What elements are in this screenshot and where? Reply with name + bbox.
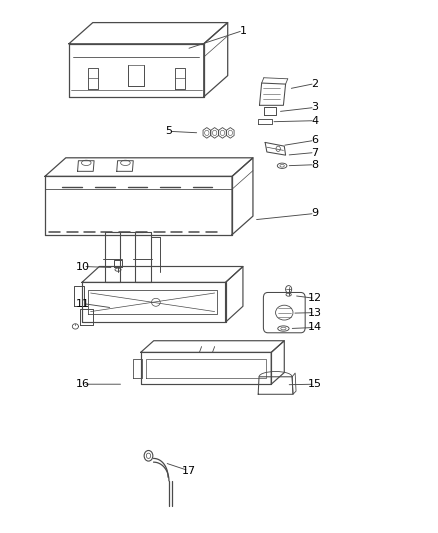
Text: 13: 13 [308,308,322,318]
Text: 15: 15 [308,379,322,389]
Text: 14: 14 [307,322,322,333]
Text: 17: 17 [181,466,196,475]
Text: 2: 2 [311,78,318,88]
Text: 12: 12 [307,293,322,303]
Text: 3: 3 [311,102,318,112]
Text: 7: 7 [311,148,318,158]
Text: 9: 9 [311,208,318,219]
Text: 16: 16 [76,379,90,389]
Text: 10: 10 [76,262,90,271]
Text: 8: 8 [311,160,318,169]
Text: 1: 1 [240,26,247,36]
Text: 11: 11 [76,298,90,309]
Text: 5: 5 [166,126,173,136]
Text: 6: 6 [311,135,318,146]
Text: 4: 4 [311,116,318,126]
